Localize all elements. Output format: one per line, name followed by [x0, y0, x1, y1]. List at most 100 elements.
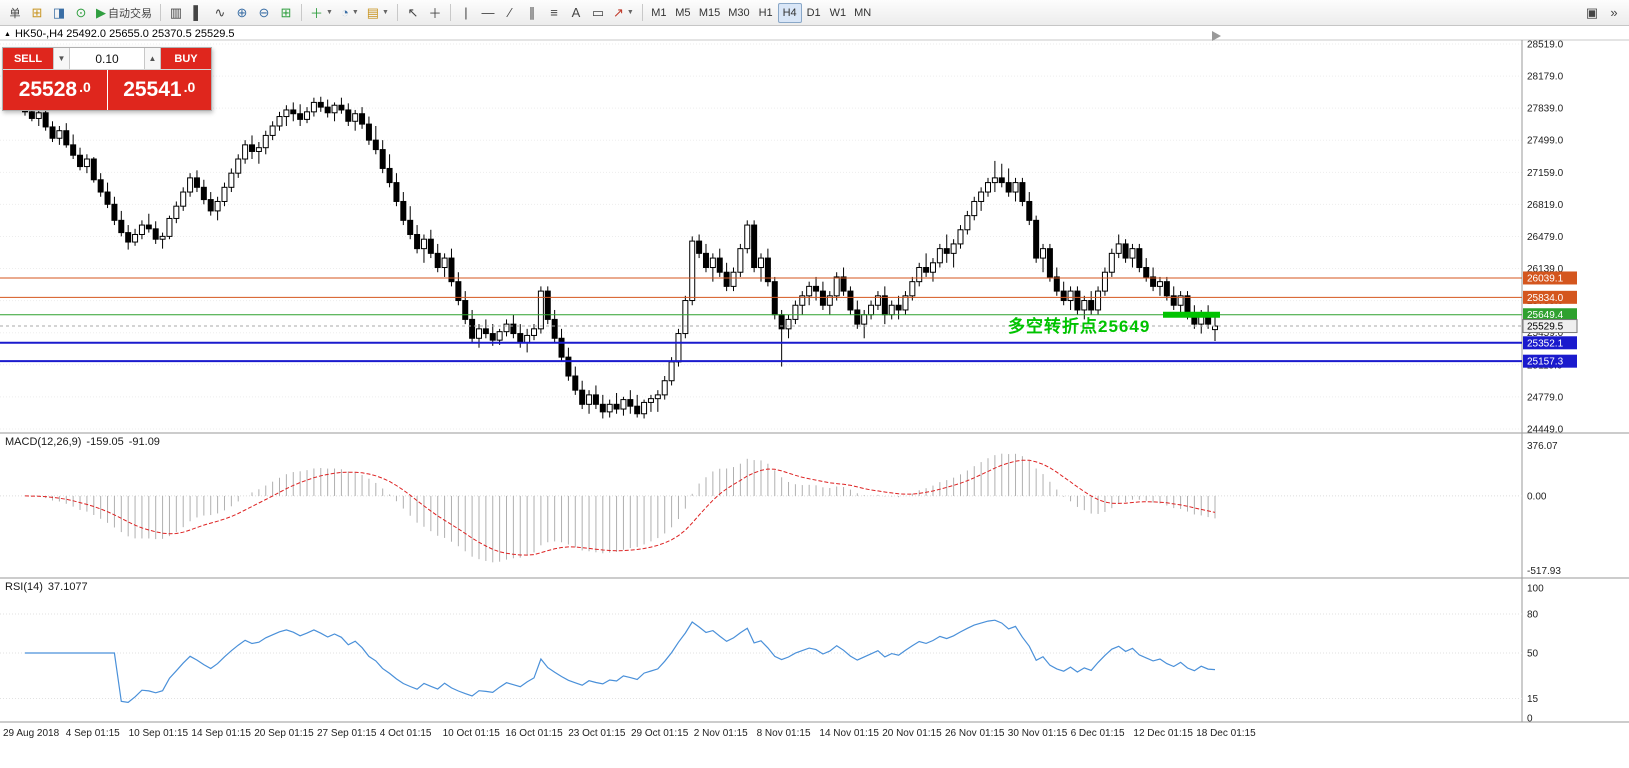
zoom-out-button[interactable]: ⊖	[253, 3, 275, 23]
window-layout-button[interactable]: ▣	[1581, 3, 1603, 23]
toolbar-separator	[396, 4, 398, 21]
tile-windows-button[interactable]: ⊞	[275, 3, 297, 23]
chevron-down-icon: ▼	[326, 9, 333, 16]
crosshair-tool-button[interactable]: ＋	[424, 3, 446, 23]
svg-text:25529.5: 25529.5	[1527, 322, 1564, 333]
price-level-tag: 25352.1	[1523, 336, 1577, 350]
toolbar-separator	[160, 4, 161, 21]
svg-text:12 Dec 01:15: 12 Dec 01:15	[1133, 728, 1193, 739]
channel-icon: ∥	[528, 4, 536, 20]
svg-text:25649.4: 25649.4	[1527, 310, 1564, 321]
indicators-button[interactable]: ＋ ▼	[306, 3, 337, 23]
svg-text:25459.0: 25459.0	[1527, 328, 1564, 339]
svg-text:15: 15	[1527, 694, 1539, 705]
svg-text:4 Sep 01:15: 4 Sep 01:15	[66, 728, 120, 739]
buy-button[interactable]: BUY	[161, 48, 211, 69]
chevron-down-icon: ▼	[57, 54, 66, 63]
new-chart-icon[interactable]: ⊞	[26, 3, 48, 23]
timeframe-h1-button[interactable]: H1	[754, 3, 778, 23]
vertical-line-icon: |	[464, 5, 468, 20]
play-icon: ▶	[96, 4, 106, 20]
rsi-value: 37.1077	[47, 581, 88, 593]
pivot-highlight-segment[interactable]	[1163, 311, 1220, 318]
timeframe-d1-button[interactable]: D1	[802, 3, 826, 23]
window-marker-icon: ▲	[4, 30, 11, 38]
timeframe-mn-button[interactable]: MN	[850, 3, 875, 23]
svg-text:4 Oct 01:15: 4 Oct 01:15	[380, 728, 432, 739]
svg-text:-517.93: -517.93	[1527, 566, 1561, 577]
svg-text:6 Dec 01:15: 6 Dec 01:15	[1071, 728, 1125, 739]
timeframe-m5-button[interactable]: M5	[671, 3, 695, 23]
svg-text:28519.0: 28519.0	[1527, 40, 1564, 51]
candlestick-icon: ▌	[193, 5, 203, 20]
channel-tool-button[interactable]: ∥	[521, 3, 543, 23]
svg-text:14 Sep 01:15: 14 Sep 01:15	[191, 728, 251, 739]
svg-text:20 Nov 01:15: 20 Nov 01:15	[882, 728, 942, 739]
fibonacci-tool-button[interactable]: ≡	[543, 3, 565, 23]
volume-increase-button[interactable]: ▲	[144, 48, 161, 69]
toolbar-separator	[301, 4, 302, 21]
horizontal-line-icon: —	[481, 5, 495, 20]
cursor-tool-button[interactable]: ↖	[402, 3, 424, 23]
label-tool-button[interactable]: ▭	[587, 3, 609, 23]
line-chart-type-button[interactable]: ∿	[209, 3, 231, 23]
text-icon: A	[571, 5, 581, 20]
profiles-icon[interactable]: ◨	[48, 3, 70, 23]
toolbar-separator	[641, 4, 643, 21]
macd-pane-label: MACD(12,26,9) -159.05 -91.09	[5, 436, 165, 448]
svg-text:8 Nov 01:15: 8 Nov 01:15	[757, 728, 811, 739]
line-chart-icon: ∿	[214, 4, 226, 20]
new-order-button[interactable]: 单	[4, 3, 26, 23]
svg-text:25834.0: 25834.0	[1527, 293, 1564, 304]
clock-icon: ◔	[340, 5, 349, 20]
zoom-in-button[interactable]: ⊕	[231, 3, 253, 23]
sell-button[interactable]: SELL	[3, 48, 53, 69]
data-window-icon[interactable]: ⊙	[70, 3, 92, 23]
timeframe-w1-button[interactable]: W1	[826, 3, 851, 23]
main-toolbar: 单 ⊞ ◨ ⊙ ▶ 自动交易 ▥ ▌ ∿ ⊕ ⊖ ⊞ ＋ ▼ ◔ ▼ ▤ ▼ ↖ ＋ |…	[0, 0, 1629, 26]
periods-button[interactable]: ◔ ▼	[337, 3, 363, 23]
text-tool-button[interactable]: A	[565, 3, 587, 23]
sell-price[interactable]: 25528.0	[3, 70, 107, 110]
fibonacci-icon: ≡	[550, 5, 558, 20]
toolbar-separator	[449, 4, 451, 21]
templates-button[interactable]: ▤ ▼	[363, 3, 393, 23]
timeframe-m15-button[interactable]: M15	[695, 3, 724, 23]
chart-window-icon: ⊞	[31, 4, 43, 20]
chevron-down-icon: ▼	[382, 9, 389, 16]
toolbar-options-button[interactable]: »	[1603, 3, 1625, 23]
svg-text:23 Oct 01:15: 23 Oct 01:15	[568, 728, 626, 739]
autotrading-button[interactable]: ▶ 自动交易	[92, 3, 156, 23]
chevron-down-icon: ▼	[626, 9, 634, 16]
buy-price[interactable]: 25541.0	[107, 70, 211, 110]
rsi-pane-label: RSI(14) 37.1077	[5, 581, 93, 593]
timeframe-m30-button[interactable]: M30	[724, 3, 753, 23]
horizontal-line-tool-button[interactable]: —	[477, 3, 499, 23]
macd-signal-value: -91.09	[128, 436, 160, 448]
window-layout-icon: ▣	[1585, 4, 1599, 20]
price-level-tag: 25834.0	[1523, 290, 1577, 304]
rsi-layer: 100 80 50 15 0	[0, 584, 1544, 725]
volume-input[interactable]	[70, 48, 144, 69]
buy-price-main: 25541	[123, 78, 182, 101]
timeframe-m1-button[interactable]: M1	[647, 3, 671, 23]
rsi-name: RSI(14)	[5, 581, 43, 593]
candlestick-type-button[interactable]: ▌	[187, 3, 209, 23]
add-indicator-icon: ＋	[310, 6, 324, 21]
svg-text:20 Sep 01:15: 20 Sep 01:15	[254, 728, 314, 739]
trendline-tool-button[interactable]: ∕	[499, 3, 521, 23]
candles-layer	[22, 96, 1218, 419]
timeframe-h4-button[interactable]: H4	[777, 2, 802, 23]
svg-text:29 Aug 2018: 29 Aug 2018	[3, 728, 60, 739]
current-price-tag: 25529.5	[1522, 319, 1578, 334]
arrows-tool-button[interactable]: ↗ ▼	[609, 3, 638, 23]
svg-text:27839.0: 27839.0	[1527, 104, 1564, 115]
volume-decrease-button[interactable]: ▼	[53, 48, 70, 69]
svg-text:26479.0: 26479.0	[1527, 232, 1564, 243]
chart-title-bar: ▲ HK50-,H4 25492.0 25655.0 25370.5 25529…	[4, 28, 235, 40]
bar-chart-type-button[interactable]: ▥	[165, 3, 187, 23]
chart-frame	[0, 31, 1629, 723]
vertical-line-tool-button[interactable]: |	[455, 3, 477, 23]
price-level-tag: 25157.3	[1523, 354, 1577, 368]
